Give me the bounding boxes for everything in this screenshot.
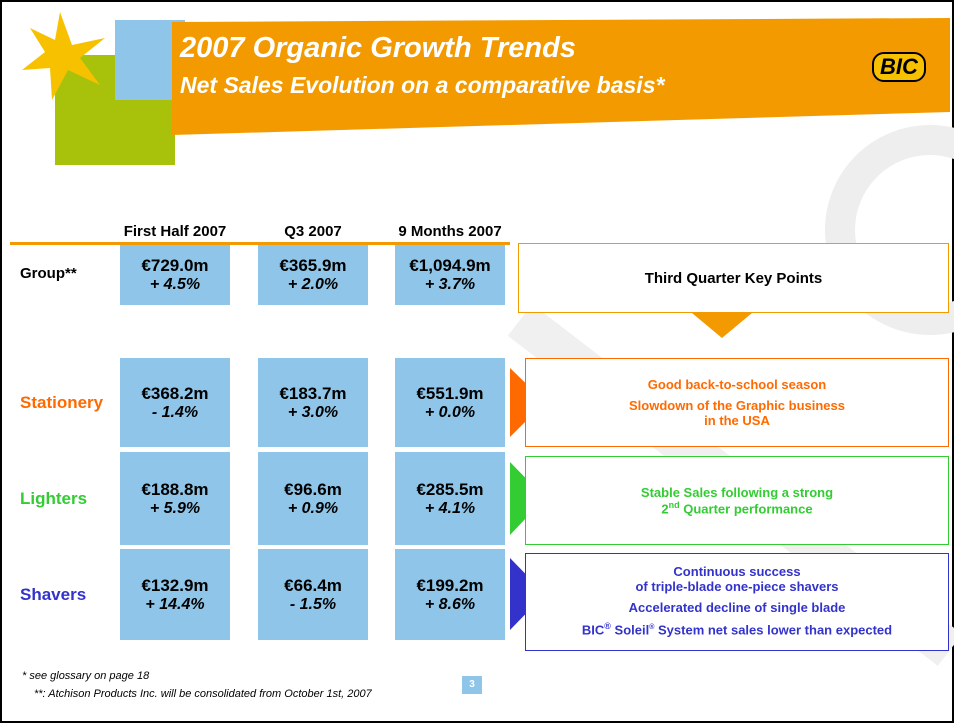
amount: €183.7m bbox=[279, 384, 346, 404]
point: 2nd Quarter performance bbox=[661, 500, 812, 516]
growth: + 14.4% bbox=[145, 596, 204, 614]
amount: €96.6m bbox=[284, 480, 342, 500]
cell: €1,094.9m+ 3.7% bbox=[395, 245, 505, 305]
point-text: BIC bbox=[582, 622, 604, 637]
amount: €368.2m bbox=[141, 384, 208, 404]
page-number: 3 bbox=[462, 679, 482, 690]
cell: €285.5m+ 4.1% bbox=[395, 452, 505, 545]
point: Accelerated decline of single blade bbox=[629, 600, 846, 615]
growth: + 0.0% bbox=[425, 404, 475, 422]
point: Slowdown of the Graphic business in the … bbox=[622, 398, 852, 428]
point: BIC® Soleil® System net sales lower than… bbox=[582, 621, 892, 637]
shavers-points: Continuous success of triple-blade one-p… bbox=[525, 553, 949, 651]
cell: €199.2m+ 8.6% bbox=[395, 549, 505, 640]
point: Stable Sales following a strong bbox=[641, 485, 833, 500]
cell: €66.4m- 1.5% bbox=[258, 549, 368, 640]
key-points-title-text: Third Quarter Key Points bbox=[645, 270, 823, 287]
growth: - 1.5% bbox=[290, 596, 336, 614]
superscript: nd bbox=[669, 500, 680, 510]
stationery-points: Good back-to-school season Slowdown of t… bbox=[525, 358, 949, 447]
cell: €365.9m+ 2.0% bbox=[258, 245, 368, 305]
title: 2007 Organic Growth Trends bbox=[180, 32, 576, 65]
amount: €365.9m bbox=[279, 256, 346, 276]
growth: + 0.9% bbox=[288, 500, 338, 518]
column-header: Q3 2007 bbox=[258, 200, 368, 240]
cell: €96.6m+ 0.9% bbox=[258, 452, 368, 545]
cell: €729.0m+ 4.5% bbox=[120, 245, 230, 305]
growth: + 4.5% bbox=[150, 276, 200, 294]
point: Good back-to-school season bbox=[648, 377, 826, 392]
point-text: System net sales lower than expected bbox=[654, 622, 892, 637]
point-text: Soleil bbox=[611, 622, 649, 637]
growth: + 5.9% bbox=[150, 500, 200, 518]
cell: €188.8m+ 5.9% bbox=[120, 452, 230, 545]
point-text: 2 bbox=[661, 501, 668, 516]
amount: €285.5m bbox=[416, 480, 483, 500]
row-label: Stationery bbox=[20, 393, 103, 413]
superscript: ® bbox=[604, 621, 611, 631]
key-points-title: Third Quarter Key Points bbox=[518, 243, 949, 313]
footnote: **: Atchison Products Inc. will be conso… bbox=[34, 688, 372, 700]
logo: BIC bbox=[872, 52, 926, 82]
growth: + 3.7% bbox=[425, 276, 475, 294]
growth: - 1.4% bbox=[152, 404, 198, 422]
column-header: First Half 2007 bbox=[120, 200, 230, 240]
row-label: Group** bbox=[20, 265, 77, 282]
row-label: Lighters bbox=[20, 489, 87, 509]
point: of triple-blade one-piece shavers bbox=[635, 579, 838, 594]
growth: + 8.6% bbox=[425, 596, 475, 614]
subtitle: Net Sales Evolution on a comparative bas… bbox=[180, 72, 664, 99]
lighters-points: Stable Sales following a strong 2nd Quar… bbox=[525, 456, 949, 545]
growth: + 3.0% bbox=[288, 404, 338, 422]
cell: €368.2m- 1.4% bbox=[120, 358, 230, 447]
footnote: * see glossary on page 18 bbox=[22, 670, 149, 682]
point: Continuous success bbox=[673, 564, 800, 579]
slide: 2007 Organic Growth Trends Net Sales Evo… bbox=[0, 0, 954, 723]
growth: + 4.1% bbox=[425, 500, 475, 518]
point-text: Quarter performance bbox=[680, 501, 813, 516]
amount: €729.0m bbox=[141, 256, 208, 276]
cell: €132.9m+ 14.4% bbox=[120, 549, 230, 640]
amount: €132.9m bbox=[141, 576, 208, 596]
cell: €183.7m+ 3.0% bbox=[258, 358, 368, 447]
amount: €1,094.9m bbox=[409, 256, 490, 276]
cell: €551.9m+ 0.0% bbox=[395, 358, 505, 447]
amount: €551.9m bbox=[416, 384, 483, 404]
amount: €199.2m bbox=[416, 576, 483, 596]
row-label: Shavers bbox=[20, 585, 86, 605]
column-header: 9 Months 2007 bbox=[395, 200, 505, 240]
amount: €66.4m bbox=[284, 576, 342, 596]
growth: + 2.0% bbox=[288, 276, 338, 294]
amount: €188.8m bbox=[141, 480, 208, 500]
